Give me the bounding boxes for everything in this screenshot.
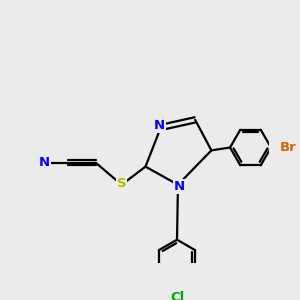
Text: N: N	[174, 180, 185, 193]
Text: Br: Br	[280, 141, 296, 154]
Text: S: S	[117, 177, 126, 190]
Text: N: N	[154, 119, 165, 132]
Text: Cl: Cl	[170, 291, 184, 300]
Text: N: N	[39, 156, 50, 169]
